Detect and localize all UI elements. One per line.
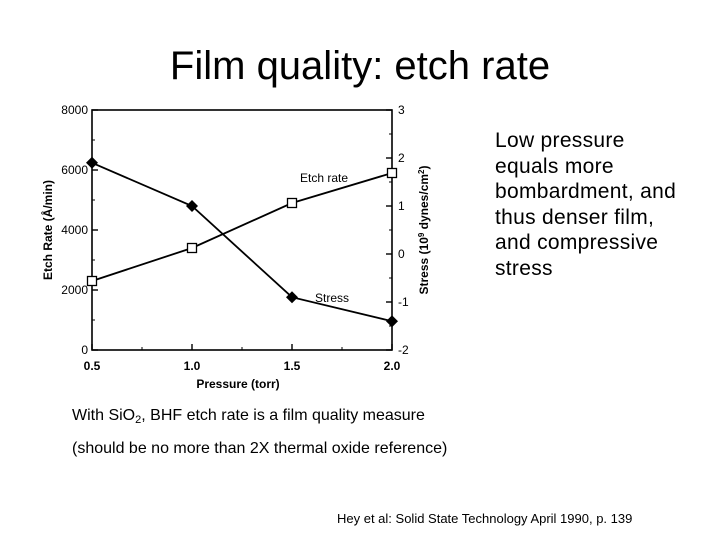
series-line-etch-rate: [91, 172, 393, 282]
citation: Hey et al: Solid State Technology April …: [337, 511, 633, 526]
side-text-line: Low pressure: [495, 129, 625, 152]
data-point-stress: [286, 291, 298, 304]
series-label-stress: Stress: [315, 291, 349, 305]
y-axis-left-label: Etch Rate (Å/min): [40, 180, 55, 280]
y-right-tick-label: -2: [398, 343, 409, 357]
x-tick-label: 2.0: [384, 359, 401, 373]
side-text-line: bombardment, and: [495, 180, 677, 203]
series-line-stress: [91, 161, 393, 323]
x-tick-label: 1.0: [184, 359, 201, 373]
note-reference: (should be no more than 2X thermal oxide…: [72, 440, 448, 457]
data-point-etch-rate: [386, 167, 398, 179]
side-text-line: thus denser film,: [495, 205, 655, 229]
y-right-tick-label: 2: [398, 151, 405, 165]
note-film-quality: With SiO2, BHF etch rate is a film quali…: [72, 407, 425, 426]
data-point-stress: [86, 156, 98, 169]
side-text-line: equals more: [495, 154, 614, 178]
y-axis-right-label-sup: 9: [417, 232, 426, 237]
slide-title: Film quality: etch rate: [169, 44, 551, 88]
data-point-stress: [386, 315, 398, 328]
y-left-tick-label: 4000: [61, 223, 88, 237]
y-axis-right-label-mid: dynes/cm: [417, 174, 431, 233]
y-right-tick-label: -1: [398, 295, 409, 309]
x-tick-label: 1.5: [284, 359, 301, 373]
y-axis-right-label: Stress (109 dynes/cm2): [417, 166, 432, 295]
y-left-tick-label: 0: [81, 343, 88, 357]
side-text-line: stress: [495, 256, 553, 280]
y-left-tick-label: 8000: [61, 103, 88, 117]
note-subscript: 2: [135, 414, 142, 426]
plot-frame: [91, 109, 393, 351]
y-left-tick-label: 6000: [61, 163, 88, 177]
note-pre: With Si: [72, 407, 123, 424]
y-axis-right-label-end: ): [417, 166, 431, 170]
x-axis-label: Pressure (torr): [196, 377, 279, 391]
data-point-etch-rate: [286, 197, 298, 209]
side-text-line: and compressive: [495, 231, 659, 254]
y-left-tick-label: 2000: [61, 283, 88, 297]
y-right-tick-label: 3: [398, 103, 405, 117]
side-explanation: Low pressure equals more bombardment, and t…: [495, 128, 715, 281]
y-right-tick-label: 0: [398, 247, 405, 261]
series-label-etch-rate: Etch rate: [300, 171, 348, 185]
y-axis-right-label-sup2: 2: [417, 169, 426, 174]
data-point-stress: [186, 200, 198, 212]
x-tick-label: 0.5: [84, 359, 101, 373]
data-point-etch-rate: [186, 242, 198, 254]
y-right-tick-label: 1: [398, 199, 405, 213]
note-post: , BHF etch rate is a film quality measur…: [141, 407, 425, 424]
y-axis-right-label-main: Stress (10: [417, 237, 431, 295]
data-point-etch-rate: [86, 275, 98, 287]
